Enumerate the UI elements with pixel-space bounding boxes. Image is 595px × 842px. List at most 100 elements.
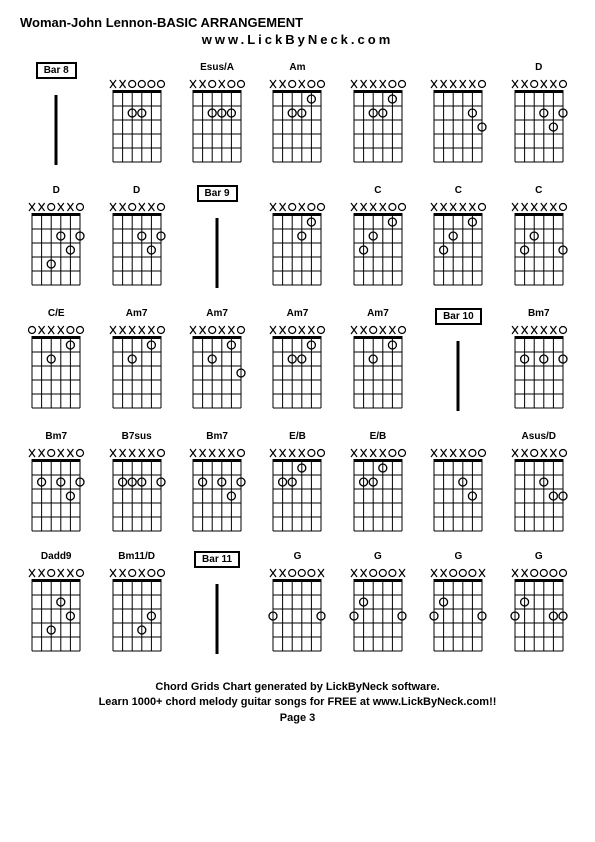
- chord-diagram: [187, 78, 247, 168]
- chord-label: B7sus: [122, 431, 152, 445]
- chord-diagram: [348, 447, 408, 537]
- chord-diagram: [428, 447, 488, 537]
- chord-diagram: [107, 324, 167, 414]
- chord-label: [296, 185, 299, 199]
- chord-label: E/B: [289, 431, 306, 445]
- chord-diagram: [26, 81, 86, 171]
- chord-cell: Am7: [342, 308, 414, 417]
- chord-diagram: [509, 78, 569, 168]
- chord-label: D: [535, 62, 542, 76]
- chord-diagram: [267, 324, 327, 414]
- chord-cell: Am7: [261, 308, 333, 417]
- chord-cell: E/B: [342, 431, 414, 537]
- chord-label: C: [455, 185, 462, 199]
- chord-diagram: [187, 204, 247, 294]
- chord-diagram: [428, 327, 488, 417]
- page-title: Woman-John Lennon-BASIC ARRANGEMENT: [20, 15, 575, 30]
- chord-grid: Bar 8 Esus/A Am D D D Bar 9 C C C C/E Am7 Am7 Am7 A…: [20, 62, 575, 660]
- chord-cell: Bm11/D: [100, 551, 172, 660]
- chord-cell: G: [342, 551, 414, 660]
- chord-cell: D: [20, 185, 92, 294]
- chord-cell: [422, 62, 494, 171]
- chord-diagram: [348, 324, 408, 414]
- chord-cell: G: [422, 551, 494, 660]
- bar-label: Bar 8: [36, 62, 77, 79]
- chord-label: D: [133, 185, 140, 199]
- chord-label: [457, 431, 460, 445]
- chord-label: G: [374, 551, 382, 565]
- chord-cell: C: [342, 185, 414, 294]
- chord-cell: Am: [261, 62, 333, 171]
- chord-cell: Asus/D: [503, 431, 575, 537]
- chord-cell: [342, 62, 414, 171]
- chord-label: Am7: [367, 308, 389, 322]
- chord-diagram: [267, 201, 327, 291]
- chord-cell: C: [422, 185, 494, 294]
- chord-diagram: [509, 324, 569, 414]
- chord-diagram: [509, 447, 569, 537]
- chord-cell: Bar 8: [20, 62, 92, 171]
- footer: Chord Grids Chart generated by LickByNec…: [20, 680, 575, 726]
- chord-diagram: [509, 201, 569, 291]
- chord-diagram: [187, 324, 247, 414]
- chord-label: [457, 62, 460, 76]
- chord-diagram: [187, 447, 247, 537]
- chord-diagram: [107, 78, 167, 168]
- chord-cell: Esus/A: [181, 62, 253, 171]
- bar-label: Bar 11: [194, 551, 240, 568]
- chord-diagram: [26, 447, 86, 537]
- chord-cell: E/B: [261, 431, 333, 537]
- chord-cell: Am7: [181, 308, 253, 417]
- chord-diagram: [348, 567, 408, 657]
- chord-cell: Bm7: [181, 431, 253, 537]
- chord-label: Asus/D: [522, 431, 556, 445]
- chord-label: Am7: [126, 308, 148, 322]
- chord-diagram: [428, 78, 488, 168]
- chord-label: Bm7: [206, 431, 228, 445]
- chord-cell: B7sus: [100, 431, 172, 537]
- chord-cell: G: [503, 551, 575, 660]
- chord-cell: Dadd9: [20, 551, 92, 660]
- chord-cell: [261, 185, 333, 294]
- chord-diagram: [348, 78, 408, 168]
- chord-label: G: [454, 551, 462, 565]
- chord-label: C/E: [48, 308, 65, 322]
- bar-label: Bar 9: [197, 185, 238, 202]
- chord-cell: G: [261, 551, 333, 660]
- chord-diagram: [509, 567, 569, 657]
- chord-label: E/B: [370, 431, 387, 445]
- chord-label: Am7: [206, 308, 228, 322]
- chord-diagram: [26, 201, 86, 291]
- chord-label: Bm7: [528, 308, 550, 322]
- chord-cell: Am7: [100, 308, 172, 417]
- chord-diagram: [267, 567, 327, 657]
- chord-label: Dadd9: [41, 551, 72, 565]
- chord-label: Bm7: [45, 431, 67, 445]
- chord-cell: Bm7: [503, 308, 575, 417]
- chord-diagram: [26, 567, 86, 657]
- page-number: Page 3: [20, 711, 575, 726]
- chord-diagram: [348, 201, 408, 291]
- chord-label: Esus/A: [200, 62, 234, 76]
- chord-diagram: [107, 201, 167, 291]
- chord-cell: C/E: [20, 308, 92, 417]
- chord-diagram: [428, 567, 488, 657]
- chord-diagram: [267, 78, 327, 168]
- chord-label: D: [53, 185, 60, 199]
- chord-label: Bm11/D: [118, 551, 155, 565]
- chord-diagram: [428, 201, 488, 291]
- chord-cell: Bm7: [20, 431, 92, 537]
- chord-label: C: [374, 185, 381, 199]
- chord-label: Am7: [287, 308, 309, 322]
- chord-label: [377, 62, 380, 76]
- chord-cell: D: [503, 62, 575, 171]
- page-subtitle: www.LickByNeck.com: [20, 32, 575, 47]
- chord-diagram: [107, 567, 167, 657]
- chord-diagram: [26, 324, 86, 414]
- chord-cell: Bar 11: [181, 551, 253, 660]
- chord-cell: Bar 10: [422, 308, 494, 417]
- chord-cell: Bar 9: [181, 185, 253, 294]
- chord-label: [135, 62, 138, 76]
- chord-cell: C: [503, 185, 575, 294]
- chord-cell: D: [100, 185, 172, 294]
